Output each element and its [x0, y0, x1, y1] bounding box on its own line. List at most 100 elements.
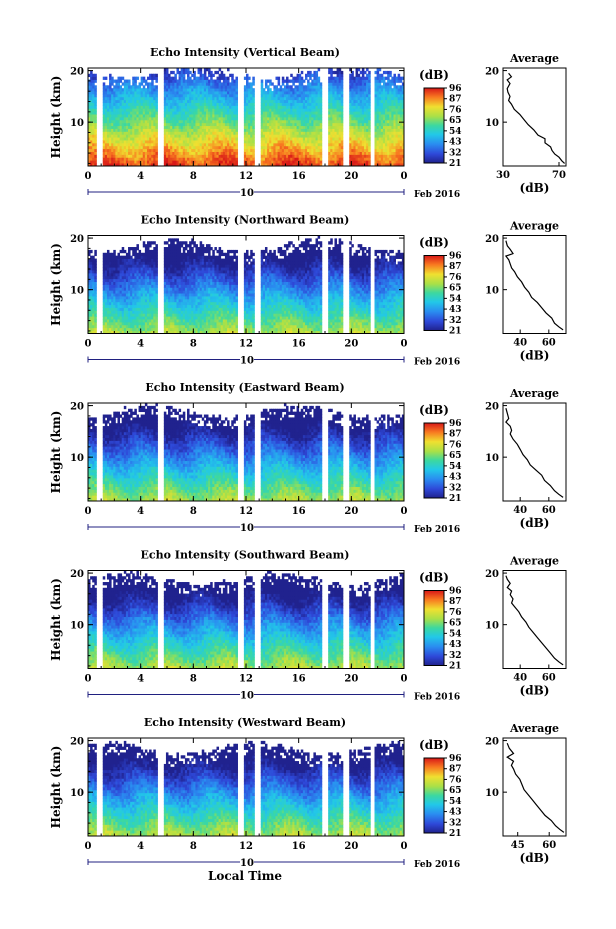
- heatmap-cell: [260, 108, 264, 112]
- heatmap-cell: [195, 119, 198, 124]
- heatmap-cell: [224, 76, 228, 80]
- heatmap-cell: [304, 117, 308, 121]
- heatmap-cell: [109, 137, 112, 141]
- heatmap-cell: [174, 93, 177, 98]
- heatmap-cell: [165, 131, 169, 135]
- heatmap-cell: [176, 111, 179, 115]
- heatmap-cell: [106, 160, 110, 164]
- heatmap-cell: [117, 108, 120, 112]
- heatmap-cell: [220, 142, 224, 147]
- heatmap-cell: [170, 111, 173, 115]
- heatmap-cell: [125, 85, 129, 89]
- heatmap-cell: [165, 128, 169, 132]
- heatmap-cell: [311, 102, 314, 106]
- heatmap-cell: [176, 114, 179, 118]
- heatmap-cell: [142, 117, 146, 121]
- heatmap-cell: [136, 157, 139, 161]
- heatmap-cell: [309, 108, 312, 112]
- heatmap-cell: [163, 122, 167, 127]
- heatmap-cell: [292, 160, 295, 164]
- heatmap-cell: [123, 163, 127, 167]
- heatmap-cell: [144, 131, 148, 135]
- heatmap-cell: [140, 125, 144, 129]
- heatmap-cell: [144, 154, 148, 158]
- heatmap-cell: [340, 102, 344, 106]
- heatmap-cell: [130, 131, 133, 135]
- heatmap-cell: [94, 137, 97, 141]
- heatmap-cell: [235, 91, 238, 95]
- heatmap-cell: [119, 108, 123, 112]
- heatmap-cell: [132, 145, 135, 150]
- heatmap-cell: [286, 99, 289, 103]
- heatmap-cell: [178, 119, 182, 124]
- heatmap-cell: [106, 140, 110, 144]
- heatmap-cell: [176, 108, 179, 112]
- heatmap-cell: [104, 119, 108, 124]
- heatmap-cell: [296, 163, 300, 167]
- heatmap-cell: [208, 145, 211, 150]
- heatmap-cell: [153, 88, 156, 92]
- heatmap-cell: [222, 160, 226, 164]
- heatmap-cell: [153, 148, 156, 152]
- heatmap-cell: [170, 131, 173, 135]
- heatmap-cell: [109, 114, 112, 118]
- heatmap-cell: [279, 108, 283, 112]
- heatmap-cell: [180, 131, 184, 135]
- heatmap-cell: [102, 157, 106, 161]
- heatmap-cell: [117, 151, 120, 155]
- heatmap-cell: [288, 142, 291, 147]
- heatmap-cell: [134, 111, 137, 115]
- heatmap-cell: [146, 108, 150, 112]
- heatmap-cell: [193, 163, 196, 167]
- heatmap-cell: [311, 73, 314, 78]
- heatmap-cell: [212, 79, 215, 83]
- heatmap-cell: [269, 108, 272, 112]
- heatmap-cell: [315, 70, 319, 75]
- heatmap-cell: [104, 145, 108, 150]
- heatmap-cell: [197, 125, 201, 129]
- heatmap-cell: [227, 157, 230, 161]
- heatmap-cell: [178, 108, 182, 112]
- heatmap-cell: [205, 134, 209, 138]
- heatmap-cell: [313, 145, 316, 150]
- heatmap-cell: [134, 117, 137, 121]
- heatmap-cell: [304, 111, 308, 115]
- heatmap-cell: [184, 117, 188, 121]
- heatmap-cell: [123, 125, 127, 129]
- heatmap-cell: [224, 85, 228, 89]
- echo-panel-2: Echo Intensity (Northward Beam)0 4 8 12 16 20…: [49, 214, 567, 368]
- heatmap-cell: [229, 151, 232, 155]
- heatmap-cell: [290, 154, 293, 158]
- heatmap-cell: [153, 160, 156, 164]
- heatmap-cell: [163, 99, 167, 103]
- heatmap-cell: [174, 76, 177, 80]
- heatmap-cell: [227, 160, 230, 164]
- heatmap-cell: [90, 82, 93, 86]
- heatmap-cell: [128, 111, 131, 115]
- heatmap-cell: [233, 105, 236, 109]
- heatmap-cell: [227, 117, 230, 121]
- heatmap-cell: [224, 125, 228, 129]
- heatmap-cell: [231, 114, 234, 118]
- heatmap-cell: [302, 122, 306, 127]
- heatmap-cell: [290, 137, 293, 141]
- heatmap-cell: [176, 154, 179, 158]
- heatmap-cell: [130, 255, 133, 259]
- heatmap-cell: [184, 111, 188, 115]
- heatmap-cell: [246, 145, 249, 150]
- heatmap-cell: [104, 105, 108, 109]
- heatmap-cell: [252, 91, 255, 95]
- heatmap-cell: [178, 117, 182, 121]
- heatmap-cell: [187, 108, 190, 112]
- heatmap-cell: [296, 117, 300, 121]
- heatmap-cell: [88, 73, 91, 78]
- heatmap-cell: [92, 99, 95, 103]
- heatmap-cell: [277, 160, 281, 164]
- heatmap-cell: [222, 82, 226, 86]
- heatmap-cell: [227, 114, 230, 118]
- heatmap-cell: [144, 119, 148, 124]
- heatmap-cell: [309, 73, 312, 78]
- heatmap-cell: [231, 93, 234, 98]
- heatmap-cell: [151, 119, 154, 124]
- heatmap-cell: [235, 151, 238, 155]
